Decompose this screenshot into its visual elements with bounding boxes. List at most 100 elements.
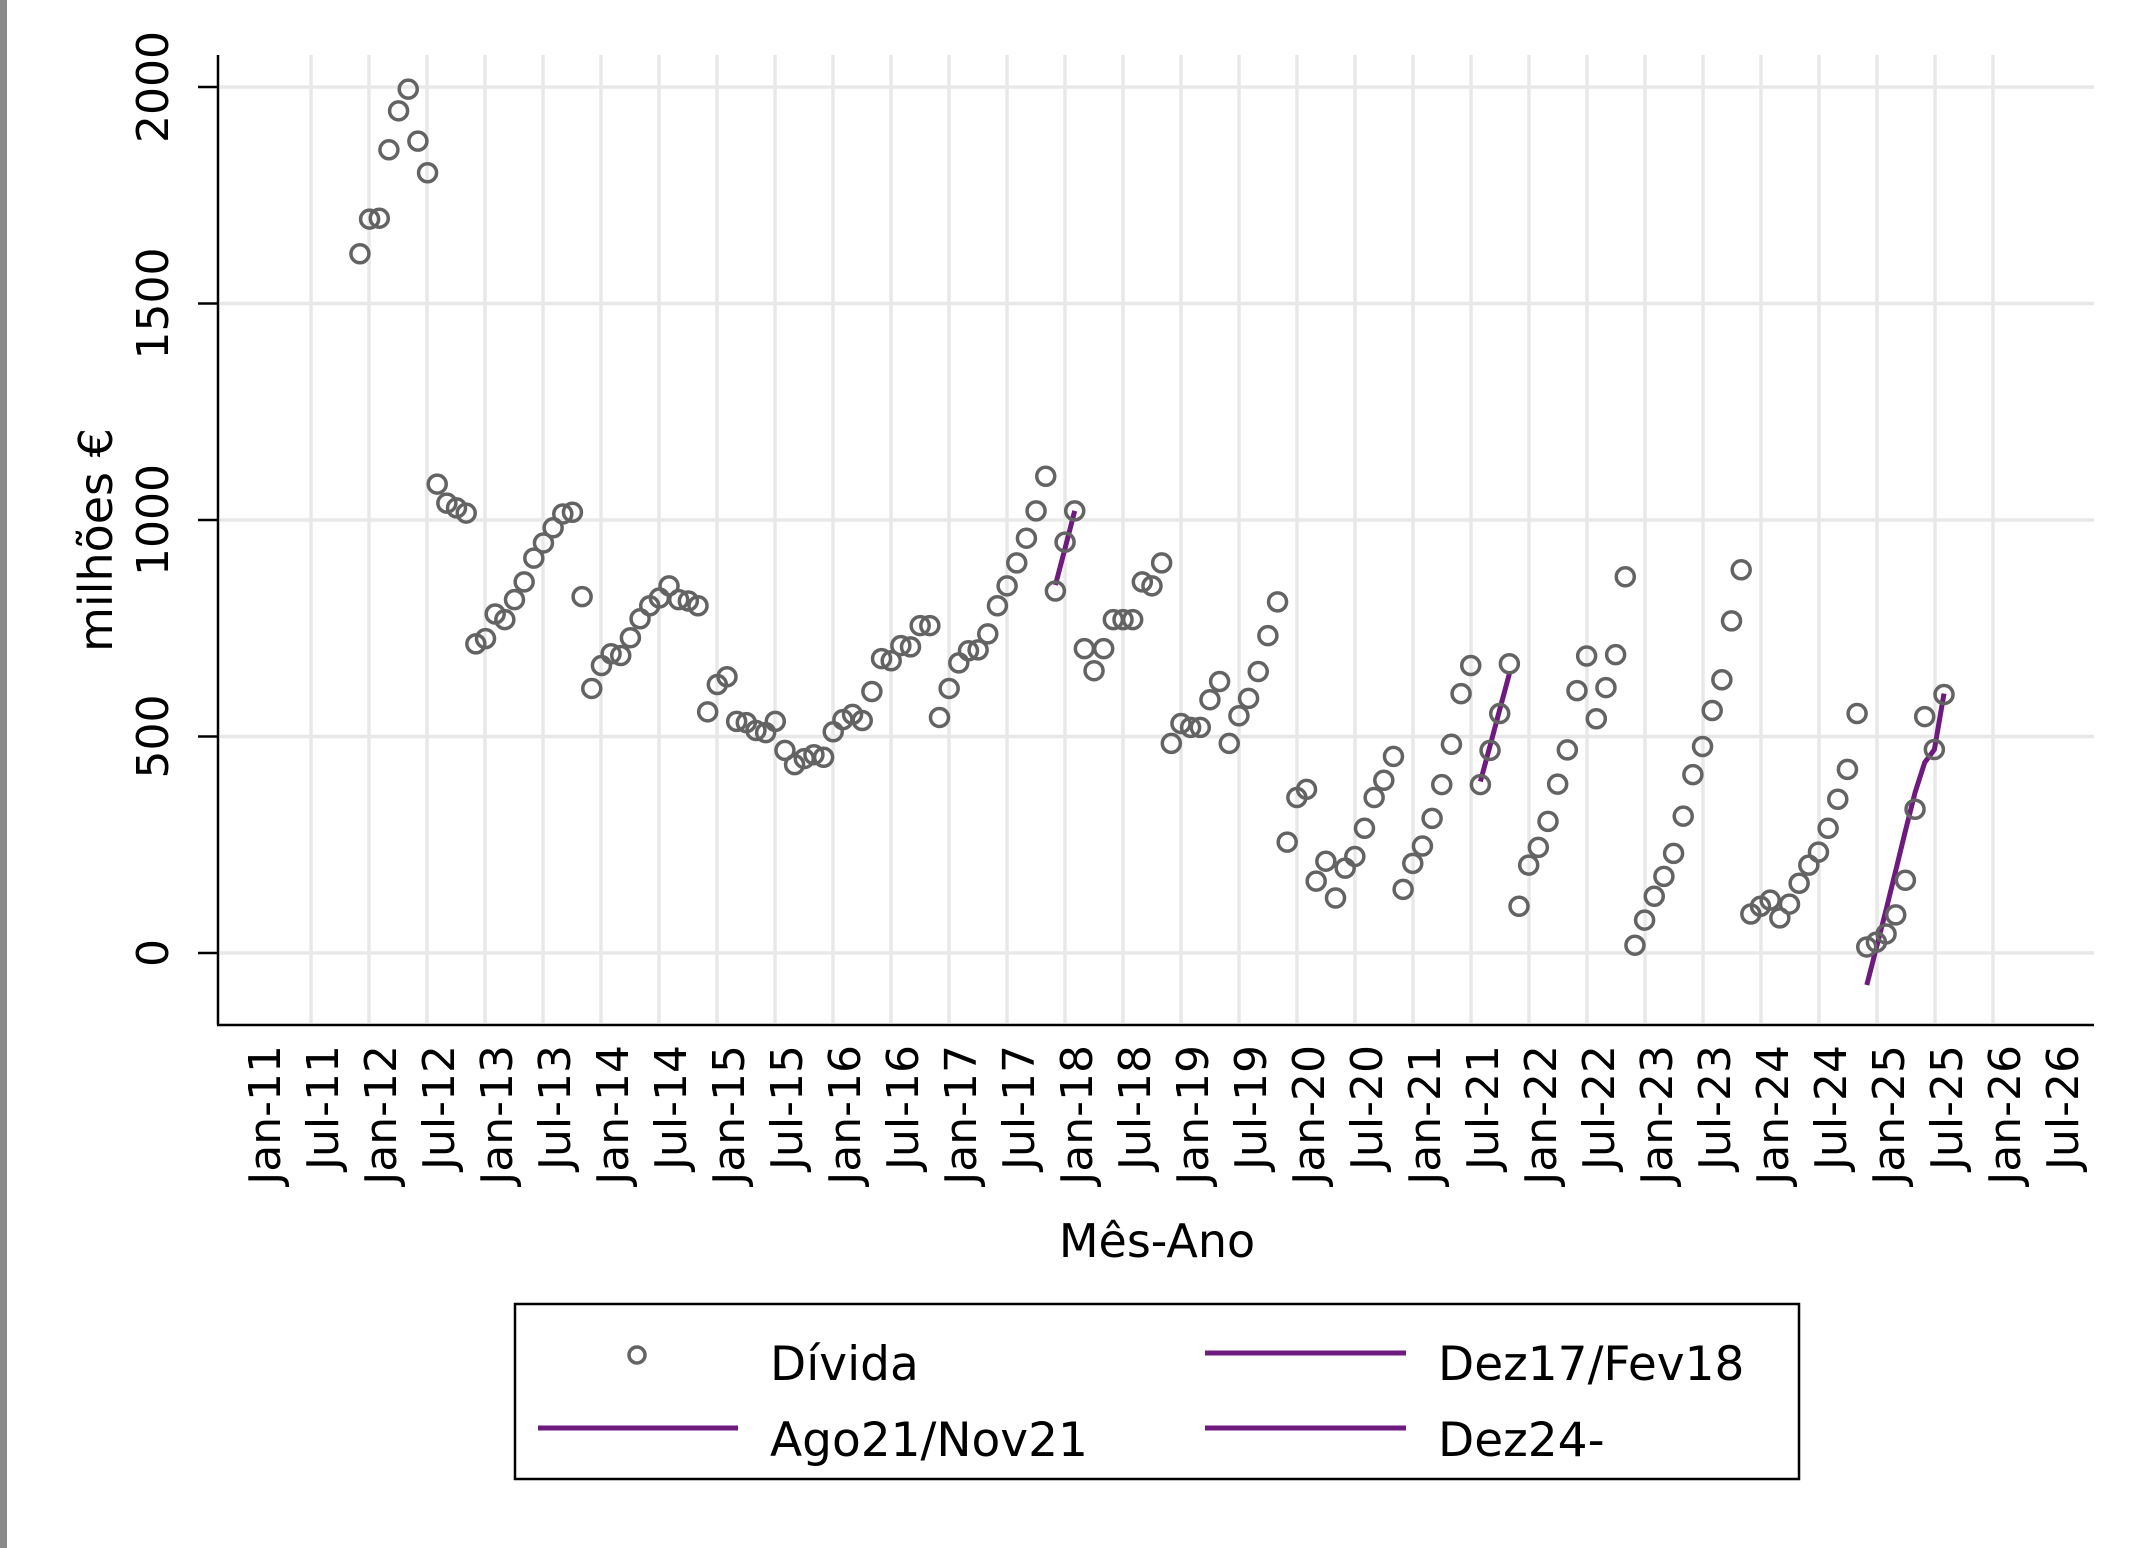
x-tick-label: Jan-19 <box>1168 1045 1219 1188</box>
data-point <box>1711 669 1733 691</box>
data-point <box>1150 552 1173 574</box>
data-point <box>552 503 574 525</box>
x-tick-label: Jan-23 <box>1632 1045 1683 1188</box>
legend-label-ago21: Ago21/Nov21 <box>770 1413 1088 1468</box>
data-point <box>494 608 516 631</box>
x-tick-label: Jan-26 <box>1980 1045 2031 1188</box>
data-point <box>1556 739 1579 761</box>
data-point <box>899 636 922 658</box>
data-point <box>1266 591 1289 613</box>
y-tick-label: 500 <box>128 695 179 779</box>
data-point <box>803 743 825 766</box>
data-point <box>571 585 593 608</box>
data-point <box>378 139 400 161</box>
data-point <box>764 710 787 733</box>
data-point <box>1469 773 1492 796</box>
x-ticks: Jan-11 Jul-11 Jan-12 Jul-12 Jan-13 Jul-13 Jan-… <box>240 1045 2089 1188</box>
x-tick-label: Jan-16 <box>820 1045 871 1188</box>
x-tick-label: Jul-20 <box>1342 1045 1393 1173</box>
data-point <box>1083 659 1105 682</box>
data-point <box>1517 854 1540 876</box>
data-point <box>967 639 989 661</box>
y-tick-label: 1500 <box>128 248 179 360</box>
x-tick-label: Jul-12 <box>414 1045 465 1173</box>
data-point <box>1131 571 1154 593</box>
data-point <box>1305 870 1327 892</box>
x-tick-label: Jul-23 <box>1690 1045 1741 1173</box>
data-point <box>1827 788 1849 811</box>
data-point <box>1392 878 1414 901</box>
legend-label-dez17: Dez17/Fev18 <box>1438 1337 1744 1392</box>
data-point <box>1237 687 1260 710</box>
data-point <box>880 649 902 672</box>
data-point <box>1411 835 1434 857</box>
data-point <box>909 614 931 637</box>
data-point <box>474 627 497 650</box>
data-point <box>948 652 970 674</box>
data-point <box>532 532 555 554</box>
data-point <box>1353 817 1376 840</box>
data-point <box>581 677 603 700</box>
dividas-points <box>349 78 1955 958</box>
data-point <box>851 709 873 732</box>
data-point <box>1402 852 1424 875</box>
data-point <box>1508 895 1530 917</box>
data-point <box>1720 610 1743 632</box>
x-tick-label: Jul-13 <box>530 1045 581 1173</box>
data-point <box>503 588 526 611</box>
data-point <box>1440 733 1463 756</box>
data-point <box>812 746 835 769</box>
data-point <box>1730 559 1752 581</box>
data-point <box>1006 552 1028 574</box>
data-point <box>1682 763 1704 786</box>
data-point <box>349 242 371 265</box>
data-point <box>358 208 381 230</box>
legend-label-dez24: Dez24- <box>1438 1413 1605 1468</box>
vertical-gridlines <box>309 55 1995 1023</box>
x-tick-label: Jul-25 <box>1922 1045 1973 1173</box>
x-tick-label: Jul-15 <box>762 1045 813 1173</box>
data-point <box>397 78 419 100</box>
data-point <box>1701 699 1723 722</box>
data-point <box>368 207 391 229</box>
data-point <box>1199 688 1221 711</box>
horizontal-gridlines <box>220 85 2094 955</box>
data-point <box>1257 624 1279 647</box>
data-point <box>1382 745 1405 768</box>
data-point <box>667 588 690 611</box>
data-point <box>745 719 767 742</box>
x-tick-label: Jan-22 <box>1516 1045 1567 1188</box>
data-point <box>1179 716 1202 739</box>
x-tick-label: Jul-24 <box>1806 1045 1857 1173</box>
data-point <box>416 161 439 184</box>
y-tick-label: 0 <box>128 939 179 967</box>
data-point <box>861 680 883 703</box>
data-point <box>1295 778 1318 801</box>
x-tick-label: Jan-11 <box>240 1045 291 1188</box>
data-point <box>1537 810 1559 833</box>
data-point <box>619 627 642 649</box>
data-point <box>387 100 410 122</box>
data-point <box>1450 682 1472 705</box>
data-point <box>1817 817 1839 840</box>
data-point <box>1527 836 1550 859</box>
x-tick-label: Jan-24 <box>1748 1045 1799 1188</box>
data-point <box>1141 575 1163 597</box>
data-point <box>938 677 960 700</box>
data-point <box>986 594 1009 617</box>
data-point <box>523 547 545 569</box>
data-point <box>1614 565 1637 588</box>
trend-line-ago21-nov21 <box>1477 673 1512 783</box>
legend-label-dividas: Dívida <box>770 1337 919 1392</box>
data-point <box>1324 887 1347 909</box>
data-point <box>1836 758 1859 781</box>
data-point <box>774 739 796 762</box>
data-point <box>1653 865 1675 888</box>
x-tick-label: Jul-19 <box>1226 1045 1277 1173</box>
data-point <box>1189 716 1212 739</box>
data-point <box>1933 683 1955 706</box>
legend-marker-dividas <box>627 1345 647 1365</box>
y-tick-label: 2000 <box>128 31 179 143</box>
data-point <box>1121 608 1144 631</box>
data-point <box>928 706 951 729</box>
